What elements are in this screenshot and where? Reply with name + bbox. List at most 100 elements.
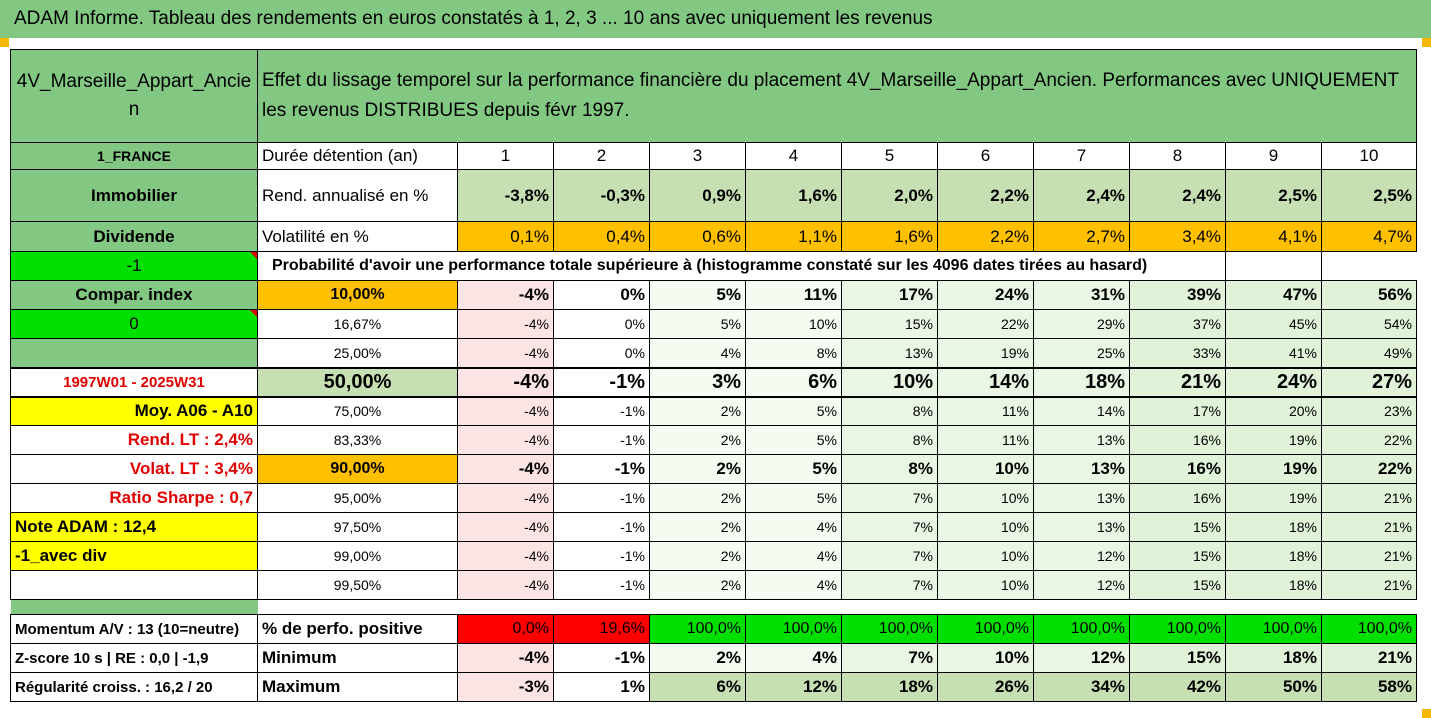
maximum-label: Maximum (257, 672, 458, 702)
percentile-value: 5% (745, 483, 842, 513)
percentile-value: -1% (553, 396, 650, 426)
note-label: Note ADAM : 12,4 (10, 512, 258, 542)
rend-value: 2,4% (1033, 169, 1130, 222)
rend-value: 2,2% (937, 169, 1034, 222)
percentile-value: -4% (457, 512, 554, 542)
minimum-label: Minimum (257, 643, 458, 673)
side-spacer (10, 338, 258, 368)
percentile-value: 2% (649, 541, 746, 571)
minimum-value: 2% (649, 643, 746, 673)
percentile-value: 21% (1129, 366, 1226, 398)
percentile-value: 22% (1321, 425, 1417, 455)
percentile-value: 33% (1129, 338, 1226, 368)
percentile-value: 47% (1225, 280, 1322, 310)
minimum-value: 21% (1321, 643, 1417, 673)
percentile-value: -4% (457, 309, 554, 339)
rend-value: 2,4% (1129, 169, 1226, 222)
years-row: 1_FRANCE Durée détention (an) 1 2 3 4 5 6 7 8 9 10 (10, 142, 1417, 170)
percentile-value: 10% (937, 541, 1034, 571)
percentile-value: 10% (937, 454, 1034, 484)
year-header: 9 (1225, 142, 1322, 170)
period-label: 1997W01 - 2025W31 (10, 366, 258, 398)
percentile-value: 22% (1321, 454, 1417, 484)
zscore-label: Z-score 10 s | RE : 0,0 | -1,9 (10, 643, 258, 673)
percentile-label: 10,00% (257, 280, 458, 310)
duration-label: Durée détention (an) (257, 142, 458, 170)
maximum-value: 50% (1225, 672, 1322, 702)
percentile-value: 10% (745, 309, 842, 339)
percentile-value: 2% (649, 512, 746, 542)
percentile-value: 10% (937, 483, 1034, 513)
percentile-row: 25,00% -4% 0% 4% 8% 13% 19% 25% 33% 41% 49% (10, 338, 1417, 368)
volat-label: Volatilité en % (257, 221, 458, 252)
minimum-value: -1% (553, 643, 650, 673)
percentile-label: 25,00% (257, 338, 458, 368)
percentile-value: 21% (1321, 483, 1417, 513)
minimum-row: Z-score 10 s | RE : 0,0 | -1,9 Minimum -4%… (10, 643, 1417, 673)
positive-value: 100,0% (745, 614, 842, 644)
rend-value: 2,5% (1321, 169, 1417, 222)
percentile-value: 7% (841, 570, 938, 600)
positive-label: % de perfo. positive (257, 614, 458, 644)
percentile-label: 50,00% (257, 366, 458, 398)
volat-value: 1,6% (841, 221, 938, 252)
percentile-label: 75,00% (257, 396, 458, 426)
percentile-value: 4% (745, 512, 842, 542)
positive-row: Momentum A/V : 13 (10=neutre)% de perfo.… (10, 614, 1417, 644)
rend-label: Rend. annualisé en % (257, 169, 458, 222)
volat-value: 1,1% (745, 221, 842, 252)
minimum-value: 10% (937, 643, 1034, 673)
percentile-value: 2% (649, 483, 746, 513)
percentile-value: 56% (1321, 280, 1417, 310)
volat-value: 2,2% (937, 221, 1034, 252)
percentile-value: 0% (553, 280, 650, 310)
percentile-value: 24% (937, 280, 1034, 310)
percentile-value: -1% (553, 366, 650, 398)
percentile-value: 5% (745, 396, 842, 426)
dividend-label: Dividende (10, 221, 258, 252)
percentile-value: 8% (841, 425, 938, 455)
minimum-value: 4% (745, 643, 842, 673)
percentile-label: 95,00% (257, 483, 458, 513)
percentile-value: -1% (553, 425, 650, 455)
percentile-value: 2% (649, 396, 746, 426)
percentile-value: 2% (649, 570, 746, 600)
rend-value: 0,9% (649, 169, 746, 222)
percentile-value: 14% (937, 366, 1034, 398)
percentile-row: Ratio Sharpe : 0,7 95,00% -4% -1% 2% 5% 7% 10% 1… (10, 483, 1417, 513)
positive-value: 19,6% (553, 614, 650, 644)
year-header: 5 (841, 142, 938, 170)
percentile-value: 25% (1033, 338, 1130, 368)
percentile-value: 21% (1321, 512, 1417, 542)
percentile-value: 39% (1129, 280, 1226, 310)
percentile-value: 45% (1225, 309, 1322, 339)
percentile-value: 8% (745, 338, 842, 368)
fund-name: 4V_Marseille_Appart_Ancien (10, 49, 258, 143)
percentile-value: 10% (937, 512, 1034, 542)
percentile-value: 11% (937, 396, 1034, 426)
maximum-value: 42% (1129, 672, 1226, 702)
percentile-value: 17% (841, 280, 938, 310)
probability-label: Probabilité d'avoir une performance tota… (272, 257, 1148, 274)
spacer-empty (258, 600, 1417, 615)
rend-value: 2,5% (1225, 169, 1322, 222)
percentile-value: 15% (1129, 541, 1226, 571)
percentile-row: Note ADAM : 12,4 97,50% -4% -1% 2% 4% 7% 10% 13%… (10, 512, 1417, 542)
year-header: 3 (649, 142, 746, 170)
percentile-value: 18% (1225, 570, 1322, 600)
percentile-value: 16% (1129, 454, 1226, 484)
percentile-label: 16,67% (257, 309, 458, 339)
percentile-value: -4% (457, 425, 554, 455)
percentile-value: 13% (1033, 483, 1130, 513)
percentile-value: -4% (457, 570, 554, 600)
positive-value: 100,0% (649, 614, 746, 644)
maximum-value: 26% (937, 672, 1034, 702)
percentile-row: -1_avec div 99,00% -4% -1% 2% 4% 7% 10% 12% 15% 18… (10, 541, 1417, 571)
volat-value: 4,1% (1225, 221, 1322, 252)
report-title: ADAM Informe. Tableau des rendements en … (0, 0, 1431, 38)
rend-value: -0,3% (553, 169, 650, 222)
percentile-value: 10% (841, 366, 938, 398)
percentile-value: -1% (553, 512, 650, 542)
maximum-value: 34% (1033, 672, 1130, 702)
percentile-label: 99,50% (257, 570, 458, 600)
